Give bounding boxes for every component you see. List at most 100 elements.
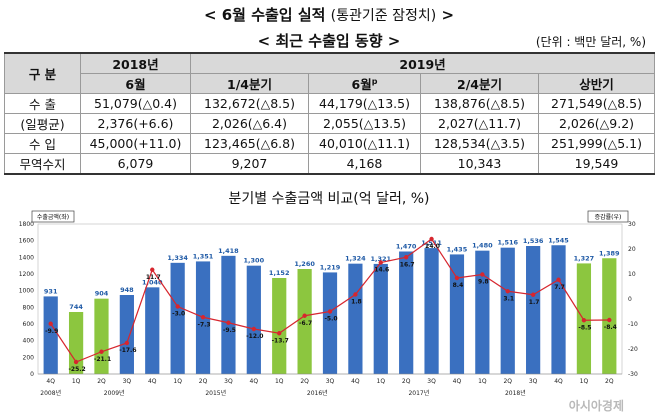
- growth-rate-point: [124, 340, 130, 346]
- growth-rate-point: [302, 313, 307, 318]
- bar-value-label: 1,516: [497, 239, 518, 247]
- x-tick-label: 3Q: [427, 378, 436, 385]
- growth-rate-point: [429, 236, 434, 242]
- bar-value-label: 1,511: [421, 239, 442, 247]
- growth-rate-label: -5.0: [324, 316, 337, 323]
- growth-rate-label: 9.8: [478, 279, 489, 286]
- year-label: 2018년: [505, 389, 526, 397]
- growth-rate-label: 1.7: [529, 299, 540, 306]
- table-cell: 10,343: [420, 153, 539, 175]
- table-cell: 138,876(△8.5): [420, 93, 539, 114]
- bar: [551, 245, 566, 374]
- table-cell: 6,079: [80, 153, 191, 175]
- bar-value-label: 1,435: [447, 245, 468, 253]
- left-tick-label: 800: [23, 304, 35, 311]
- bar: [43, 296, 58, 374]
- table-cell: 128,534(△3.5): [420, 133, 539, 154]
- bar: [348, 263, 363, 374]
- left-tick-label: 600: [23, 321, 35, 328]
- x-tick-label: 4Q: [554, 378, 563, 385]
- growth-rate-label: -6.7: [299, 320, 312, 327]
- bar-value-label: 1,470: [396, 243, 417, 251]
- growth-rate-label: -17.6: [119, 347, 136, 354]
- bar: [475, 250, 490, 374]
- growth-rate-label: -7.3: [197, 321, 210, 328]
- bar-value-label: 1,545: [548, 236, 569, 244]
- growth-rate-point: [607, 317, 612, 323]
- year-label: 2015년: [205, 389, 226, 397]
- growth-rate-point: [530, 292, 536, 297]
- row-label: 수 출: [4, 93, 81, 114]
- bar: [272, 278, 287, 374]
- growth-rate-point: [48, 321, 53, 326]
- growth-rate-point: [403, 255, 409, 260]
- x-tick-label: 3Q: [123, 378, 132, 385]
- bar: [602, 258, 617, 374]
- left-tick-label: 1600: [19, 238, 34, 245]
- table-cell: 51,079(△0.4): [80, 93, 191, 114]
- x-tick-label: 2Q: [402, 378, 411, 385]
- bar-value-label: 948: [120, 286, 134, 294]
- growth-rate-label: 3.1: [503, 295, 514, 302]
- left-tick-label: 400: [23, 338, 35, 345]
- bar: [449, 254, 465, 374]
- x-tick-label: 4Q: [46, 378, 55, 385]
- table-cell: 40,010(△11.1): [308, 133, 421, 154]
- table-cell: 2,376(+6.6): [80, 113, 191, 134]
- bar-value-label: 931: [44, 287, 58, 295]
- growth-rate-point: [226, 320, 231, 325]
- growth-rate-label: 1.8: [351, 299, 362, 306]
- table-cell: 44,179(△13.5): [308, 93, 421, 114]
- x-tick-label: 3Q: [326, 378, 335, 385]
- table-cell: 19,549: [537, 153, 656, 175]
- x-tick-label: 2Q: [300, 378, 309, 385]
- year-label: 2016년: [307, 389, 328, 397]
- table-header-row-2: 6월 1/4분기 6월p 2/4분기 상반기: [5, 73, 656, 94]
- bar: [170, 262, 185, 374]
- growth-rate-label: -8.4: [604, 324, 617, 331]
- bar-value-label: 1,334: [167, 254, 188, 262]
- growth-rate-point: [581, 318, 587, 323]
- col-header: 1/4분기: [190, 73, 309, 94]
- report-title-end: >: [441, 6, 455, 24]
- x-tick-label: 1Q: [173, 378, 182, 385]
- growth-rate-label: -13.7: [272, 337, 289, 344]
- x-tick-label: 2Q: [605, 378, 614, 385]
- table-cell: 4,168: [308, 153, 421, 175]
- bar: [119, 295, 134, 374]
- bar: [526, 246, 541, 374]
- bar: [399, 251, 414, 374]
- growth-rate-point: [277, 331, 282, 336]
- growth-rate-point: [454, 275, 460, 281]
- right-axis-label-box: [587, 210, 629, 223]
- growth-rate-point: [99, 349, 104, 354]
- bar: [94, 298, 109, 374]
- bar-value-label: 1,324: [345, 255, 366, 263]
- row-label: 무역수지: [4, 153, 81, 175]
- x-tick-label: 1Q: [275, 378, 284, 385]
- bar-value-label: 1,536: [523, 237, 544, 245]
- bar: [246, 265, 261, 374]
- table-row: (일평균) 2,376(+6.6) 2,026(△6.4) 2,055(△13.…: [4, 113, 656, 134]
- x-tick-label: 3Q: [224, 378, 233, 385]
- bar: [322, 272, 338, 374]
- right-axis-label: 증감률(우): [595, 214, 622, 221]
- table-cell: 2,055(△13.5): [308, 113, 421, 134]
- x-tick-label: 4Q: [250, 378, 259, 385]
- growth-rate-label: 24.0: [425, 243, 440, 250]
- growth-rate-point: [175, 304, 180, 309]
- right-tick-label: 10: [628, 271, 636, 278]
- table-cell: 2,027(△11.7): [420, 113, 539, 134]
- year-2019-header: 2019년: [189, 52, 656, 74]
- x-tick-label: 1Q: [478, 378, 487, 385]
- left-tick-label: 1400: [19, 254, 34, 261]
- growth-rate-point: [505, 289, 510, 294]
- bar-value-label: 1,152: [269, 269, 290, 277]
- report-title-main: < 6월 수출입 실적: [203, 6, 326, 24]
- left-tick-label: 0: [30, 371, 34, 378]
- growth-rate-label: -25.2: [68, 366, 85, 373]
- table-cell: 9,207: [190, 153, 309, 175]
- table-row: 무역수지 6,079 9,207 4,168 10,343 19,549: [4, 153, 656, 175]
- growth-rate-label: -12.0: [246, 333, 263, 340]
- unit-note: (단위 : 백만 달러, %): [535, 35, 646, 49]
